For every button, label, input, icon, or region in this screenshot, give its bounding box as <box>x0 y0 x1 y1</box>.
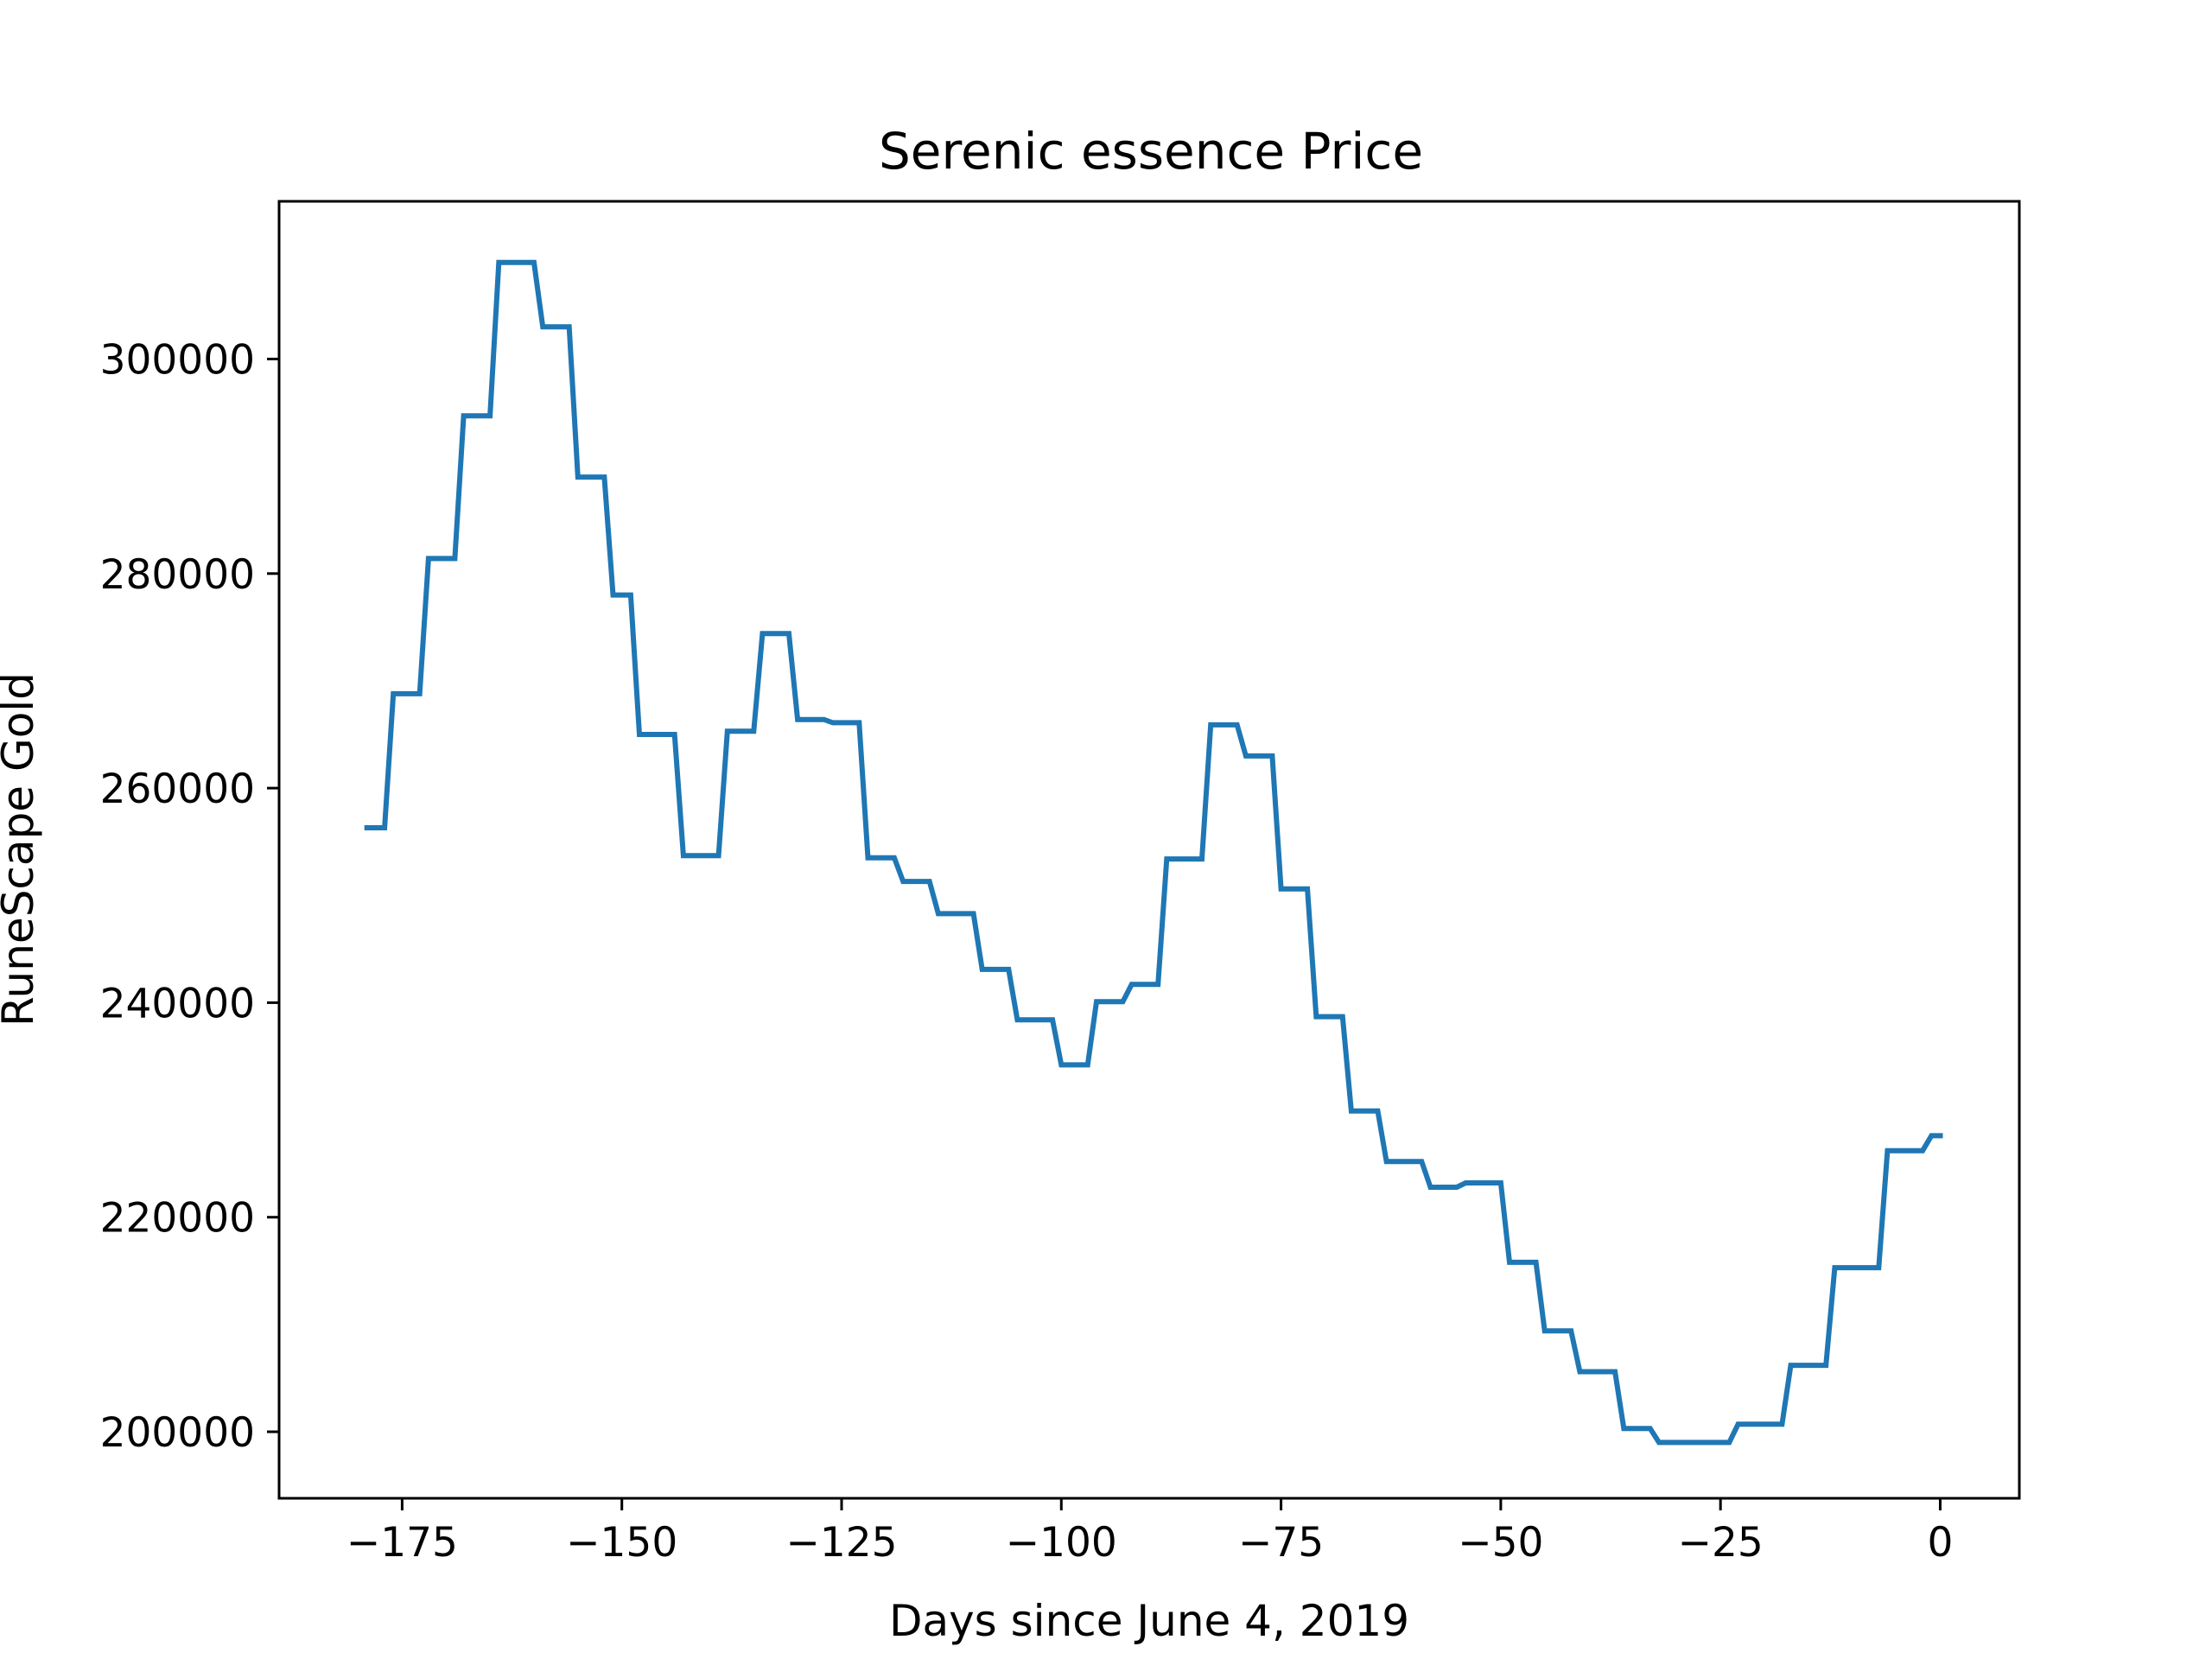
x-tick-label: −125 <box>785 1519 897 1567</box>
series-line <box>364 259 1943 1446</box>
y-tick-label: 260000 <box>100 766 255 813</box>
x-tick-label: −25 <box>1678 1519 1764 1567</box>
y-tick-label: 220000 <box>100 1195 255 1243</box>
plot-frame <box>277 200 2021 1500</box>
chart-title: Serenic essence Price <box>879 122 1423 181</box>
x-tick-label: −100 <box>1006 1519 1117 1567</box>
axis-ticks: −175 −150 −125 −100 −75 −50 −25 0 200000 220000 24… <box>100 337 1954 1567</box>
y-tick-label: 300000 <box>100 337 255 385</box>
x-tick-label: 0 <box>1928 1519 1954 1567</box>
x-tick-label: −75 <box>1238 1519 1324 1567</box>
y-axis-label: RuneScape Gold <box>0 672 43 1027</box>
y-tick-label: 240000 <box>100 980 255 1027</box>
x-tick-label: −50 <box>1458 1519 1543 1567</box>
x-tick-label: −175 <box>346 1519 458 1567</box>
x-axis-label: Days since June 4, 2019 <box>889 1596 1409 1646</box>
y-tick-label: 200000 <box>100 1409 255 1457</box>
y-tick-label: 280000 <box>100 551 255 599</box>
x-tick-label: −150 <box>566 1519 677 1567</box>
